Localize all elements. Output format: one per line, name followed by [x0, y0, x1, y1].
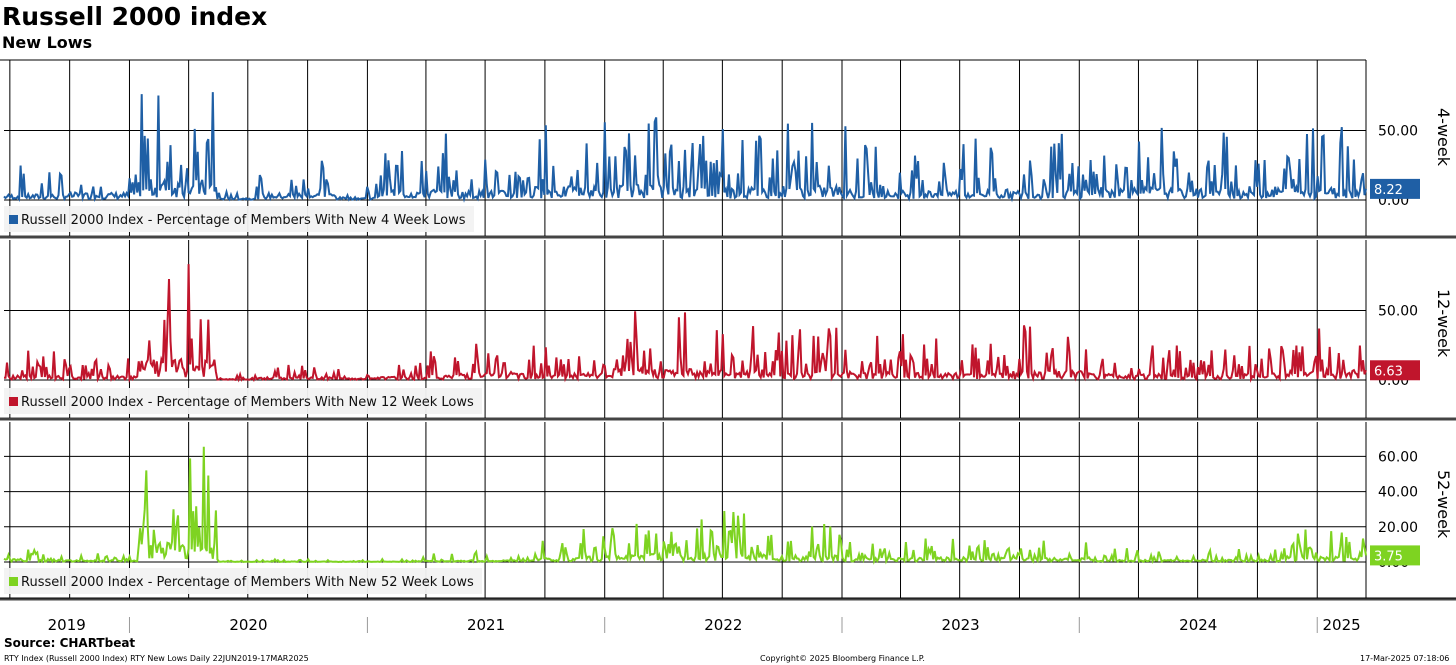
legend-box	[4, 568, 482, 594]
last-value-tag	[1370, 545, 1420, 566]
chart-title: Russell 2000 index	[2, 2, 268, 31]
panel-label: 12-week	[1434, 289, 1453, 358]
legend-box	[4, 388, 482, 414]
legend-label: Russell 2000 Index - Percentage of Membe…	[21, 575, 474, 590]
x-tick-label: 2022	[704, 616, 742, 634]
y-tick-label: 50.00	[1378, 124, 1418, 140]
x-tick-label: 2025	[1323, 616, 1361, 634]
legend-swatch	[9, 397, 18, 406]
legend-label: Russell 2000 Index - Percentage of Membe…	[21, 213, 466, 228]
series-line	[3, 446, 1367, 565]
panel-label: 4-week	[1434, 108, 1453, 167]
footer-left: RTY Index (Russell 2000 Index) RTY New L…	[4, 654, 309, 663]
series-line	[3, 92, 1367, 203]
legend-swatch	[9, 577, 18, 586]
legend-label: Russell 2000 Index - Percentage of Membe…	[21, 395, 474, 410]
x-tick-label: 2024	[1179, 616, 1217, 634]
x-tick-label: 2021	[467, 616, 505, 634]
panel-label: 52-week	[1434, 470, 1453, 539]
last-value-label: 3.75	[1374, 549, 1403, 564]
y-tick-label: 40.00	[1378, 485, 1418, 501]
last-value-tag	[1370, 360, 1420, 381]
x-tick-label: 2020	[229, 616, 267, 634]
chart-subtitle: New Lows	[2, 33, 93, 52]
source-note: Source: CHARTbeat	[4, 636, 136, 650]
last-value-label: 8.22	[1374, 183, 1403, 198]
last-value-label: 6.63	[1374, 364, 1403, 379]
y-tick-label: 50.00	[1378, 304, 1418, 320]
footer-right: 17-Mar-2025 07:18:06	[1360, 654, 1450, 663]
y-tick-label: 20.00	[1378, 520, 1418, 536]
footer-center: Copyright© 2025 Bloomberg Finance L.P.	[760, 654, 925, 663]
series-line	[4, 264, 1367, 384]
legend-box	[4, 206, 474, 232]
y-tick-label: 60.00	[1378, 449, 1418, 465]
last-value-tag	[1370, 178, 1420, 199]
x-tick-label: 2023	[942, 616, 980, 634]
x-tick-label: 2019	[48, 616, 86, 634]
legend-swatch	[9, 215, 18, 224]
